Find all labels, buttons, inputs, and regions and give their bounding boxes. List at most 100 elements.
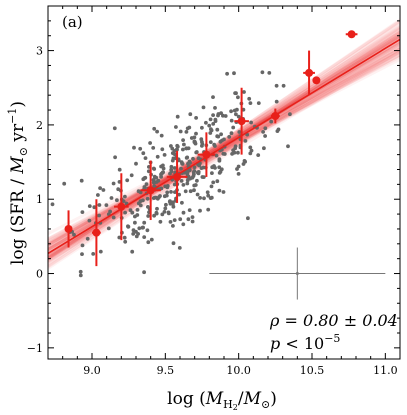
fit-draw — [48, 37, 400, 249]
data-point — [198, 208, 202, 213]
data-point — [154, 175, 159, 180]
data-point — [123, 239, 128, 244]
data-point — [196, 156, 201, 161]
data-point — [111, 215, 116, 220]
data-point — [191, 156, 195, 161]
x-tick-label: 10.0 — [226, 364, 251, 377]
data-point — [109, 196, 114, 200]
data-point — [214, 153, 219, 158]
data-point — [151, 196, 156, 201]
data-point — [155, 154, 160, 159]
data-point — [155, 196, 160, 201]
data-point — [152, 213, 157, 218]
data-point — [146, 214, 151, 218]
data-point — [175, 114, 180, 119]
data-point — [209, 128, 214, 133]
data-point — [145, 228, 150, 233]
data-point — [197, 163, 202, 168]
data-point — [236, 114, 241, 119]
data-point — [87, 218, 92, 223]
data-point — [122, 235, 127, 240]
data-point — [207, 123, 212, 128]
data-point — [97, 203, 102, 207]
data-point — [87, 204, 92, 209]
data-point — [202, 196, 206, 201]
data-point — [133, 214, 137, 219]
data-point — [126, 224, 131, 229]
data-point — [131, 232, 136, 236]
data-point — [191, 170, 196, 175]
p-annotation: p < 10−5 — [270, 332, 340, 353]
data-point — [123, 210, 127, 215]
data-point — [115, 198, 119, 203]
typical-error-bar — [209, 247, 386, 300]
data-point — [181, 210, 186, 215]
data-point — [217, 158, 222, 163]
fit-draw — [48, 57, 400, 242]
data-point — [130, 249, 135, 254]
data-point — [243, 139, 248, 143]
data-point — [142, 176, 147, 181]
x-axis-ticks: 9.0 9.5 10.0 10.5 11.0 — [47, 6, 401, 377]
fit-draw — [48, 44, 400, 244]
data-point — [276, 127, 281, 132]
data-point — [200, 175, 205, 179]
data-point — [151, 178, 156, 182]
binned-point — [92, 228, 101, 237]
data-point — [260, 70, 265, 75]
data-point — [217, 165, 222, 170]
data-point — [111, 181, 116, 186]
fit-draw — [48, 27, 400, 260]
data-point — [112, 126, 117, 131]
data-point — [188, 189, 193, 194]
data-point — [211, 95, 215, 99]
data-point — [263, 134, 267, 138]
data-point — [151, 166, 156, 171]
data-point — [232, 108, 237, 113]
data-point — [117, 167, 122, 172]
data-point — [172, 166, 177, 170]
data-point — [247, 96, 252, 101]
data-point — [138, 203, 143, 208]
data-point — [171, 204, 176, 209]
data-point — [169, 190, 173, 194]
data-point — [175, 143, 180, 148]
data-point — [168, 201, 173, 206]
data-point — [185, 171, 190, 176]
data-point — [174, 125, 178, 129]
fit-draw — [48, 54, 400, 247]
data-point — [208, 117, 213, 122]
data-point — [50, 202, 55, 207]
data-point — [177, 246, 182, 250]
data-point — [125, 178, 130, 183]
data-point — [80, 243, 85, 248]
data-point — [215, 134, 220, 139]
data-point — [142, 235, 147, 240]
binned-point — [173, 172, 182, 181]
data-point — [229, 118, 234, 123]
data-point — [195, 178, 199, 183]
binned-point — [64, 224, 73, 233]
data-point — [220, 138, 224, 143]
data-point — [190, 215, 195, 220]
y-tick-label: 3 — [36, 45, 43, 58]
data-point — [261, 130, 265, 134]
data-point — [179, 160, 184, 165]
data-point — [180, 200, 184, 205]
data-point — [162, 153, 167, 157]
data-point — [144, 182, 149, 187]
binned-point — [202, 150, 211, 159]
data-point — [256, 153, 261, 158]
data-point — [190, 219, 195, 224]
data-point — [187, 168, 191, 173]
data-point — [213, 119, 218, 123]
data-point — [171, 241, 176, 246]
data-point — [236, 172, 241, 176]
data-point — [286, 144, 290, 149]
fit-draw — [48, 47, 400, 255]
data-point — [212, 164, 216, 168]
data-point — [208, 140, 213, 145]
y-tick-label: 2 — [36, 119, 43, 132]
data-point — [136, 189, 141, 194]
